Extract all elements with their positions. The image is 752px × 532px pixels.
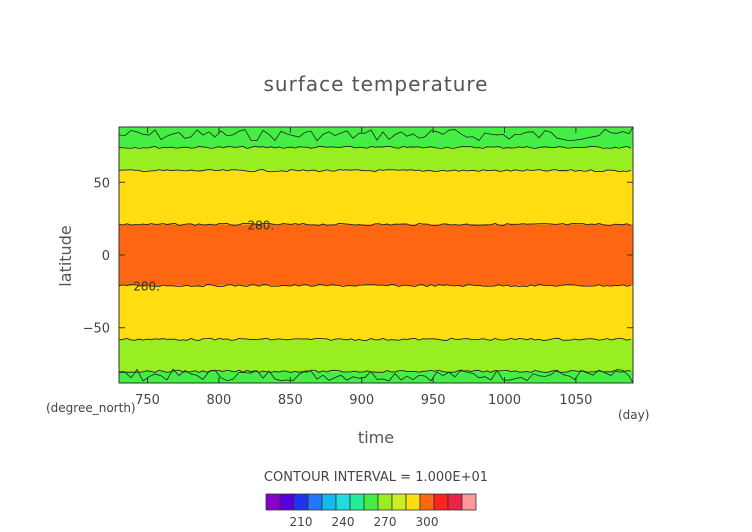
colorbar-cell-5 bbox=[335, 493, 351, 511]
colorbar-cell-3 bbox=[307, 493, 323, 511]
y-tick-label-1: 0 bbox=[102, 249, 110, 264]
contour-line-5 bbox=[119, 369, 632, 373]
y-axis-title: latitude bbox=[56, 225, 75, 286]
colorbar-cell-0 bbox=[265, 493, 281, 511]
band-4 bbox=[119, 285, 633, 340]
y-tick-label-0: 50 bbox=[93, 176, 110, 191]
colorbar-cell-7 bbox=[363, 493, 379, 511]
colorbar-cell-6 bbox=[349, 493, 365, 511]
x-axis-title: time bbox=[358, 428, 394, 447]
colorbar-cell-9 bbox=[391, 493, 407, 511]
x-axis-unit: (day) bbox=[618, 408, 649, 422]
band-3 bbox=[119, 224, 633, 286]
colorbar-label-1: 240 bbox=[332, 515, 355, 529]
colorbar-cell-14 bbox=[461, 493, 477, 511]
colorbar-cell-11 bbox=[419, 493, 435, 511]
x-tick-label-1: 800 bbox=[207, 393, 232, 408]
band-6 bbox=[119, 371, 633, 383]
x-tick-label-5: 1000 bbox=[488, 393, 521, 408]
y-tick-label-2: −50 bbox=[83, 322, 110, 337]
plot-area: 280. 280. bbox=[118, 126, 634, 384]
contour-line-4 bbox=[119, 337, 632, 341]
colorbar-label-2: 270 bbox=[374, 515, 397, 529]
band-1 bbox=[119, 147, 633, 171]
colorbar-cell-2 bbox=[293, 493, 309, 511]
x-tick-label-6: 1050 bbox=[559, 393, 592, 408]
colorbar: 210 240 270 300 bbox=[265, 493, 477, 529]
colorbar-cell-4 bbox=[321, 493, 337, 511]
contour-line-1 bbox=[119, 169, 632, 173]
south-polar-contour bbox=[119, 368, 633, 383]
x-tick-label-4: 950 bbox=[421, 393, 446, 408]
colorbar-cell-12 bbox=[433, 493, 449, 511]
y-axis-unit: (degree_north) bbox=[46, 401, 136, 415]
contour-line-2 bbox=[119, 222, 632, 227]
x-tick-label-2: 850 bbox=[278, 393, 303, 408]
y-axis: 50 0 −50 bbox=[83, 176, 633, 337]
colorbar-label-0: 210 bbox=[290, 515, 313, 529]
x-axis: 750 800 850 900 950 1000 1050 bbox=[135, 127, 592, 408]
colorbar-cell-1 bbox=[279, 493, 295, 511]
contour-interval-text: CONTOUR INTERVAL = 1.000E+01 bbox=[264, 470, 488, 485]
contour-label-0: 280. bbox=[248, 218, 275, 232]
band-2 bbox=[119, 170, 633, 225]
contour-line-0 bbox=[119, 145, 632, 149]
chart-title: surface temperature bbox=[264, 72, 489, 96]
band-5 bbox=[119, 339, 633, 372]
contour-line-3 bbox=[119, 283, 632, 288]
colorbar-label-3: 300 bbox=[416, 515, 439, 529]
x-tick-label-3: 900 bbox=[349, 393, 374, 408]
colorbar-cell-8 bbox=[377, 493, 393, 511]
contour-label-1: 280. bbox=[133, 280, 160, 294]
colorbar-cell-10 bbox=[405, 493, 421, 511]
x-tick-label-0: 750 bbox=[135, 393, 160, 408]
colorbar-cell-13 bbox=[447, 493, 463, 511]
